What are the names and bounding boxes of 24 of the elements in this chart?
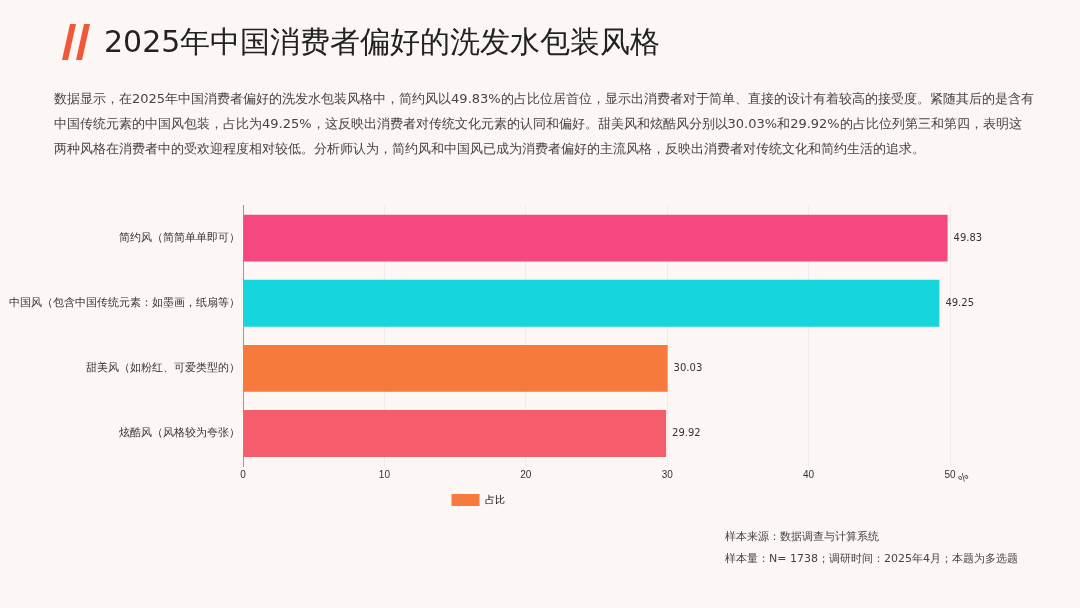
y-tick-label: 简约风（简简单单即可） [119,231,240,244]
x-axis-title: % [956,470,971,485]
x-tick-label: 50 [944,468,956,480]
legend-label: 占比 [484,493,505,505]
y-tick-label: 炫酷风（风格较为夸张） [119,426,240,439]
data-label: 49.83 [953,231,983,243]
bar [243,214,948,262]
bar [243,410,667,457]
x-tick-label: 40 [803,468,815,480]
x-tick-label: 20 [520,468,532,480]
chart-subtitle: 数据显示，在2025年中国消费者偏好的洗发水包装风格中，简约风以49.83%的占比位居首位，显示出消费者对于简单、直接的设计有着较高的接受度。紧随其后的是含有中国传统元素的中国风包装，占比为49.25%，这反映出消费者对传统文化元素的认同和偏好。甜美风和炫酷风分别以30.03%和29.92%的占比位列第三和第四，表明这两种风格在消费者中的受欢迎程度相对较低。分析师认为，简约风和中国风已成为消费者偏好的主流风格，反映出消费者对传统文化和简约生活的追求。 [54,90,1034,158]
x-tick-label: 0 [240,468,247,480]
chart-title: 2025年中国消费者偏好的洗发水包装风格 [104,23,661,61]
y-tick-label: 甜美风（如粉红、可爱类型的） [86,361,240,374]
x-tick-label: 30 [661,468,674,480]
bar [243,344,668,392]
bar [243,279,940,327]
data-label: 30.03 [673,361,703,373]
data-label: 49.25 [945,296,975,308]
x-tick-label: 10 [378,468,391,480]
y-tick-label: 中国风（包含中国传统元素：如墨画，纸扇等） [9,296,240,309]
data-label: 29.92 [672,427,701,439]
text: 样本量：N= 1738；调研时间：2025年4月；本题为多选题 [725,551,1018,567]
text: 样本来源：数据调查与计算系统 [725,529,881,545]
